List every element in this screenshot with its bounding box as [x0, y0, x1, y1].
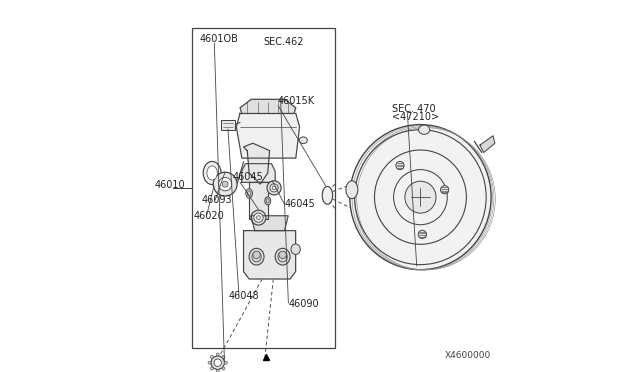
Text: 46045: 46045: [285, 199, 316, 209]
Circle shape: [222, 367, 225, 370]
Polygon shape: [244, 143, 269, 184]
Circle shape: [214, 359, 221, 366]
Circle shape: [225, 361, 227, 364]
Ellipse shape: [405, 181, 436, 213]
Bar: [191, 28, 335, 348]
Circle shape: [218, 177, 232, 191]
Polygon shape: [249, 182, 268, 219]
Circle shape: [213, 172, 237, 196]
Circle shape: [211, 355, 213, 358]
Ellipse shape: [299, 137, 307, 144]
Ellipse shape: [278, 251, 287, 262]
Ellipse shape: [265, 197, 271, 205]
Ellipse shape: [291, 244, 300, 254]
Circle shape: [216, 369, 219, 372]
Text: SEC. 470: SEC. 470: [392, 103, 435, 113]
Ellipse shape: [418, 230, 426, 238]
Text: <47210>: <47210>: [392, 112, 439, 122]
Text: 46010: 46010: [154, 180, 185, 190]
Text: 4601OB: 4601OB: [199, 34, 238, 44]
Circle shape: [253, 251, 260, 259]
Ellipse shape: [267, 181, 281, 195]
Ellipse shape: [419, 125, 429, 134]
Circle shape: [222, 355, 225, 358]
Circle shape: [211, 356, 225, 369]
Circle shape: [279, 251, 286, 259]
Ellipse shape: [203, 161, 221, 185]
Ellipse shape: [251, 210, 266, 225]
Ellipse shape: [257, 216, 260, 219]
Circle shape: [211, 367, 213, 370]
Text: 46015K: 46015K: [277, 96, 314, 106]
Polygon shape: [244, 231, 296, 279]
Polygon shape: [242, 164, 275, 182]
Text: 46048: 46048: [229, 291, 259, 301]
Ellipse shape: [322, 186, 333, 204]
Circle shape: [216, 353, 219, 356]
Polygon shape: [236, 113, 300, 158]
Ellipse shape: [266, 199, 269, 203]
Circle shape: [208, 361, 211, 364]
Text: 46045: 46045: [232, 172, 263, 182]
Polygon shape: [251, 216, 288, 231]
Text: 46020: 46020: [193, 211, 224, 221]
Text: 46090: 46090: [289, 299, 319, 309]
FancyBboxPatch shape: [221, 120, 235, 130]
Text: SEC.462: SEC.462: [264, 37, 304, 47]
Polygon shape: [240, 99, 296, 113]
Ellipse shape: [272, 186, 276, 190]
Ellipse shape: [246, 189, 253, 198]
Ellipse shape: [440, 186, 449, 194]
Ellipse shape: [247, 191, 251, 196]
Text: X4600000: X4600000: [445, 351, 491, 360]
Ellipse shape: [396, 161, 404, 170]
Ellipse shape: [270, 184, 278, 192]
Circle shape: [222, 181, 228, 187]
Text: 46093: 46093: [202, 195, 232, 205]
Ellipse shape: [254, 213, 263, 222]
Ellipse shape: [207, 166, 218, 180]
Ellipse shape: [252, 251, 261, 262]
Ellipse shape: [349, 125, 491, 270]
Ellipse shape: [275, 248, 290, 265]
Ellipse shape: [249, 248, 264, 265]
Ellipse shape: [346, 181, 358, 199]
Polygon shape: [480, 136, 495, 153]
